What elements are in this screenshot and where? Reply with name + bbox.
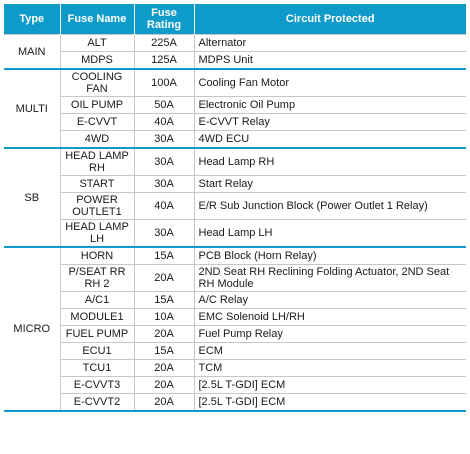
type-cell: MAIN: [4, 34, 61, 70]
fuse-name-cell: TCU1: [59, 359, 135, 377]
table-row: POWER OUTLET1 40A E/R Sub Junction Block (…: [4, 192, 466, 220]
fuse-rating-cell: 15A: [133, 246, 195, 265]
circuit-cell: A/C Relay: [193, 291, 466, 309]
fuse-name-cell: ECU1: [59, 342, 135, 360]
circuit-cell: Cooling Fan Motor: [193, 68, 466, 97]
fuse-name-cell: P/SEAT RR RH 2: [59, 264, 135, 292]
table-row: MODULE1 10A EMC Solenoid LH/RH: [4, 308, 466, 326]
fuse-name-cell: HEAD LAMP LH: [59, 219, 135, 248]
fuse-rating-cell: 20A: [133, 393, 195, 412]
circuit-cell: 4WD ECU: [193, 130, 466, 149]
table-row: TCU1 20A TCM: [4, 359, 466, 377]
fuse-rating-cell: 20A: [133, 325, 195, 343]
fuse-name-cell: START: [59, 175, 135, 193]
fuse-name-cell: MDPS: [59, 51, 135, 70]
circuit-cell: Electronic Oil Pump: [193, 96, 466, 114]
fuse-name-cell: OIL PUMP: [59, 96, 135, 114]
table-body: MAIN ALT 225A Alternator MDPS 125A MDPS Unit MU…: [4, 34, 466, 412]
circuit-cell: E/R Sub Junction Block (Power Outlet 1 R…: [193, 192, 466, 220]
circuit-cell: Alternator: [193, 34, 466, 52]
circuit-cell: Start Relay: [193, 175, 466, 193]
circuit-cell: E-CVVT Relay: [193, 113, 466, 131]
fuse-rating-cell: 20A: [133, 376, 195, 394]
fuse-name-cell: ALT: [59, 34, 135, 52]
table-row: MDPS 125A MDPS Unit: [4, 51, 466, 70]
table-row: MAIN ALT 225A Alternator: [4, 34, 466, 70]
fuse-rating-cell: 30A: [133, 147, 195, 176]
table-row: A/C1 15A A/C Relay: [4, 291, 466, 309]
circuit-cell: 2ND Seat RH Reclining Folding Actuator, …: [193, 264, 466, 292]
fuse-rating-cell: 125A: [133, 51, 195, 70]
circuit-cell: ECM: [193, 342, 466, 360]
header-circuit-protected: Circuit Protected: [194, 4, 466, 35]
table-row: 4WD 30A 4WD ECU: [4, 130, 466, 149]
circuit-cell: Fuel Pump Relay: [193, 325, 466, 343]
type-cell: MICRO: [4, 246, 61, 412]
header-row: Type Fuse Name Fuse Rating Circuit Prote…: [4, 4, 466, 35]
fuse-rating-cell: 100A: [133, 68, 195, 97]
table-row: START 30A Start Relay: [4, 175, 466, 193]
circuit-cell: Head Lamp RH: [193, 147, 466, 176]
fuse-rating-cell: 40A: [133, 192, 195, 220]
fuse-rating-cell: 50A: [133, 96, 195, 114]
fuse-name-cell: COOLING FAN: [59, 68, 135, 97]
table-row: P/SEAT RR RH 2 20A 2ND Seat RH Reclining F…: [4, 264, 466, 292]
fuse-name-cell: E-CVVT3: [59, 376, 135, 394]
fuse-rating-cell: 10A: [133, 308, 195, 326]
fuse-table: Type Fuse Name Fuse Rating Circuit Prote…: [4, 4, 466, 412]
fuse-rating-cell: 15A: [133, 342, 195, 360]
fuse-name-cell: POWER OUTLET1: [59, 192, 135, 220]
circuit-cell: MDPS Unit: [193, 51, 466, 70]
fuse-name-cell: E-CVVT: [59, 113, 135, 131]
table-row: FUEL PUMP 20A Fuel Pump Relay: [4, 325, 466, 343]
header-fuse-rating: Fuse Rating: [134, 4, 195, 35]
circuit-cell: TCM: [193, 359, 466, 377]
circuit-cell: [2.5L T-GDI] ECM: [193, 376, 466, 394]
fuse-rating-cell: 30A: [133, 175, 195, 193]
circuit-cell: PCB Block (Horn Relay): [193, 246, 466, 265]
fuse-name-cell: FUEL PUMP: [59, 325, 135, 343]
fuse-rating-cell: 20A: [133, 359, 195, 377]
table-header: Type Fuse Name Fuse Rating Circuit Prote…: [4, 4, 466, 35]
header-fuse-name: Fuse Name: [60, 4, 135, 35]
fuse-table-container: Type Fuse Name Fuse Rating Circuit Prote…: [4, 4, 466, 412]
fuse-rating-cell: 30A: [133, 219, 195, 248]
type-cell: MULTI: [4, 68, 61, 149]
table-row: ECU1 15A ECM: [4, 342, 466, 360]
circuit-cell: EMC Solenoid LH/RH: [193, 308, 466, 326]
fuse-rating-cell: 30A: [133, 130, 195, 149]
fuse-rating-cell: 40A: [133, 113, 195, 131]
fuse-rating-cell: 15A: [133, 291, 195, 309]
fuse-name-cell: HORN: [59, 246, 135, 265]
fuse-name-cell: E-CVVT2: [59, 393, 135, 412]
table-row: E-CVVT 40A E-CVVT Relay: [4, 113, 466, 131]
type-cell: SB: [4, 147, 61, 248]
fuse-name-cell: 4WD: [59, 130, 135, 149]
fuse-name-cell: MODULE1: [59, 308, 135, 326]
circuit-cell: Head Lamp LH: [193, 219, 466, 248]
table-row: E-CVVT3 20A [2.5L T-GDI] ECM: [4, 376, 466, 394]
fuse-rating-cell: 20A: [133, 264, 195, 292]
header-type: Type: [4, 4, 61, 35]
table-row: MICRO HORN 15A PCB Block (Horn Relay): [4, 246, 466, 412]
fuse-rating-cell: 225A: [133, 34, 195, 52]
fuse-name-cell: A/C1: [59, 291, 135, 309]
table-row: HEAD LAMP LH 30A Head Lamp LH: [4, 219, 466, 248]
circuit-cell: [2.5L T-GDI] ECM: [193, 393, 466, 412]
table-row: OIL PUMP 50A Electronic Oil Pump: [4, 96, 466, 114]
fuse-name-cell: HEAD LAMP RH: [59, 147, 135, 176]
table-row: SB HEAD LAMP RH 30A Head Lamp RH: [4, 147, 466, 248]
table-row: E-CVVT2 20A [2.5L T-GDI] ECM: [4, 393, 466, 412]
table-row: MULTI COOLING FAN 100A Cooling Fan Motor: [4, 68, 466, 149]
